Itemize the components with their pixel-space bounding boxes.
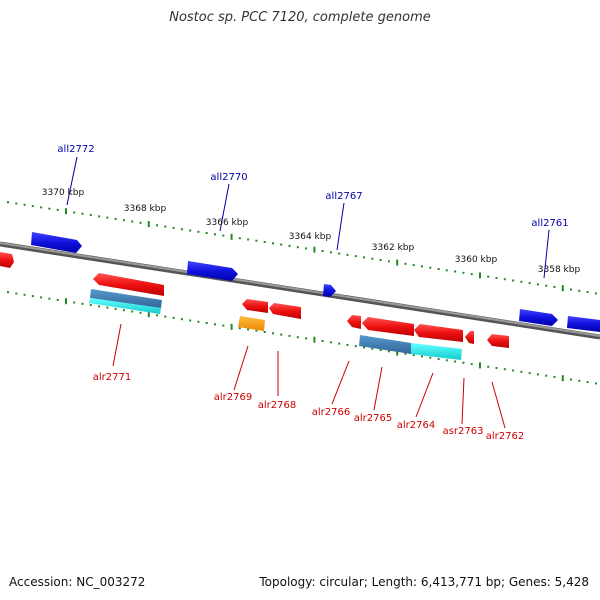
gene-label-all2767[interactable]: all2767 bbox=[325, 191, 362, 202]
gene-all2772[interactable] bbox=[31, 232, 82, 253]
gene-alr2764[interactable] bbox=[414, 324, 463, 342]
gene-label-alr2764[interactable]: alr2764 bbox=[397, 420, 435, 431]
gene-label-all2772[interactable]: all2772 bbox=[57, 144, 94, 155]
scale-label: 3366 kbp bbox=[206, 218, 249, 228]
gene-alr2765[interactable] bbox=[362, 317, 414, 336]
feature-bands bbox=[89, 289, 462, 360]
genome-title: Nostoc sp. PCC 7120, complete genome bbox=[169, 10, 431, 25]
feature-band-alr2765 bbox=[359, 335, 411, 354]
gene-label-alr2768[interactable]: alr2768 bbox=[258, 400, 296, 411]
bottom-label-pointers bbox=[112, 323, 506, 429]
feature-band-alr2771-light bbox=[89, 298, 161, 314]
top-label-pointers bbox=[66, 156, 550, 279]
scale-label: 3368 kbp bbox=[124, 204, 167, 214]
gene-edge-left[interactable] bbox=[0, 252, 14, 268]
gene-edge-right[interactable] bbox=[567, 316, 600, 332]
gene-alr2769[interactable] bbox=[242, 299, 268, 313]
gene-label-alr2765[interactable]: alr2765 bbox=[354, 413, 392, 424]
scale-label: 3362 kbp bbox=[372, 243, 415, 253]
gene-label-alr2762[interactable]: alr2762 bbox=[486, 431, 524, 442]
gene-alr2768[interactable] bbox=[269, 303, 301, 319]
scale-label: 3360 kbp bbox=[455, 255, 498, 265]
scale-ticks-top bbox=[7, 201, 597, 295]
accession-info: Accession: NC_003272 bbox=[9, 575, 146, 589]
gene-label-asr2763[interactable]: asr2763 bbox=[443, 426, 484, 437]
gene-alr2762[interactable] bbox=[487, 334, 509, 348]
reverse-gene-labels: all2772 all2770 all2767 all2761 bbox=[57, 144, 568, 229]
gene-label-alr2769[interactable]: alr2769 bbox=[214, 392, 252, 403]
forward-gene-labels: alr2771 alr2769 alr2768 alr2766 alr2765 … bbox=[93, 372, 524, 442]
gene-label-all2770[interactable]: all2770 bbox=[210, 172, 247, 183]
scale-label: 3358 kbp bbox=[538, 265, 581, 275]
feature-band-alr2764 bbox=[411, 343, 462, 360]
gene-label-all2761[interactable]: all2761 bbox=[531, 218, 568, 229]
gene-all2761[interactable] bbox=[519, 309, 558, 326]
gene-all2770[interactable] bbox=[187, 261, 238, 281]
gene-label-alr2766[interactable]: alr2766 bbox=[312, 407, 350, 418]
genome-backbone-highlight bbox=[0, 242, 600, 337]
feature-band-alr2771-dark bbox=[90, 289, 162, 308]
feature-band-alr2769 bbox=[238, 316, 265, 331]
gene-all2767[interactable] bbox=[323, 284, 336, 297]
gene-label-alr2771[interactable]: alr2771 bbox=[93, 372, 131, 383]
scale-ticks-bottom bbox=[7, 291, 597, 385]
gene-alr2771[interactable] bbox=[93, 273, 164, 296]
gene-alr2766[interactable] bbox=[347, 315, 361, 329]
reverse-strand-genes bbox=[31, 232, 600, 332]
scale-label: 3370 kbp bbox=[42, 188, 85, 198]
scale-labels: 3370 kbp 3368 kbp 3366 kbp 3364 kbp 3362… bbox=[42, 188, 581, 275]
genome-summary: Topology: circular; Length: 6,413,771 bp… bbox=[259, 575, 589, 589]
forward-strand-genes bbox=[93, 273, 509, 348]
scale-label: 3364 kbp bbox=[289, 232, 332, 242]
gene-asr2763[interactable] bbox=[465, 331, 474, 344]
